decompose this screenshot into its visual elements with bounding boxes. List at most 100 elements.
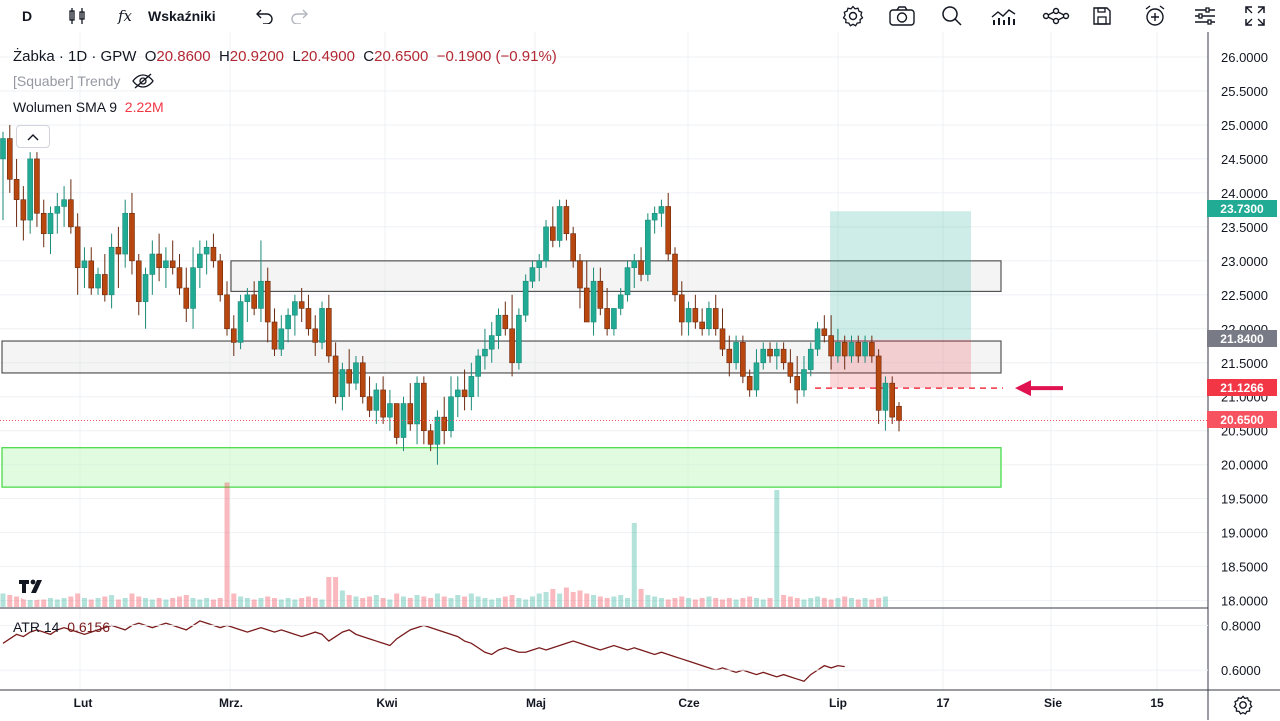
fx-icon[interactable]: fx bbox=[116, 4, 140, 28]
price-tick-label: 25.0000 bbox=[1221, 118, 1268, 133]
candle-body bbox=[767, 348, 773, 357]
volume-bar bbox=[455, 595, 461, 607]
candle-body bbox=[740, 342, 746, 377]
chart-canvas[interactable]: 0.8000 0.6000 26.0000 25.5000 25.0000 24.5000… bbox=[0, 32, 1280, 720]
candle-body bbox=[156, 253, 162, 268]
candle-body bbox=[638, 260, 644, 275]
candle-body bbox=[102, 274, 108, 296]
network-icon[interactable] bbox=[1042, 4, 1070, 28]
candle-body bbox=[81, 260, 88, 268]
volume-bar bbox=[570, 592, 576, 607]
sliders-icon[interactable] bbox=[1192, 4, 1218, 28]
candle-body bbox=[787, 362, 794, 377]
close-label: C bbox=[363, 48, 375, 65]
volume-bar bbox=[774, 490, 780, 607]
fullscreen-icon[interactable] bbox=[1242, 4, 1268, 28]
volume-bar bbox=[787, 596, 793, 607]
volume-bar bbox=[109, 595, 115, 607]
volume-bar bbox=[713, 598, 719, 607]
candles-icon[interactable] bbox=[64, 4, 90, 28]
volume-bar bbox=[550, 589, 556, 607]
volume-bar bbox=[760, 599, 766, 607]
time-tick-label: Lut bbox=[74, 696, 93, 710]
change-value: −0.1900 (−0.91%) bbox=[436, 48, 557, 65]
volume-bar bbox=[543, 592, 549, 607]
volume-bar bbox=[781, 595, 787, 607]
volume-bar bbox=[265, 596, 271, 607]
top-toolbar: D fx Wskaźniki bbox=[0, 0, 1280, 32]
symbol-title[interactable]: Żabka · 1D · GPW bbox=[13, 48, 137, 65]
atr-value: 0.6156 bbox=[67, 619, 111, 635]
arrow-head bbox=[1015, 380, 1031, 397]
candle-body bbox=[692, 308, 699, 323]
candle-body bbox=[726, 348, 733, 364]
undo-icon[interactable] bbox=[253, 4, 275, 28]
target-price-tag: 23.7300 bbox=[1207, 200, 1277, 217]
volume-bar bbox=[14, 596, 20, 607]
chart-settings-icon[interactable] bbox=[1232, 694, 1254, 716]
volume-bar bbox=[502, 596, 508, 607]
candle-body bbox=[468, 376, 475, 398]
chart-icon[interactable] bbox=[990, 4, 1018, 28]
search-icon[interactable] bbox=[940, 4, 964, 28]
save-icon[interactable] bbox=[1090, 4, 1114, 28]
hidden-eye-icon[interactable] bbox=[132, 73, 154, 92]
candle-body bbox=[421, 382, 427, 432]
candle-body bbox=[61, 199, 67, 207]
volume-bar bbox=[7, 595, 13, 607]
high-value: 20.9200 bbox=[229, 48, 285, 65]
settings-icon[interactable] bbox=[840, 4, 866, 28]
volume-bar bbox=[652, 596, 658, 607]
candle-body bbox=[203, 246, 210, 255]
candle-body bbox=[230, 328, 237, 343]
tradingview-logo[interactable] bbox=[14, 572, 50, 600]
candle-body bbox=[488, 335, 495, 350]
volume-bar bbox=[747, 596, 753, 607]
volume-label[interactable]: Wolumen SMA 9 bbox=[13, 99, 118, 115]
volume-bar bbox=[808, 598, 814, 607]
volume-bar bbox=[102, 596, 108, 607]
candle-body bbox=[841, 342, 848, 357]
volume-bar bbox=[597, 596, 603, 607]
candle-body bbox=[672, 253, 678, 296]
alert-icon[interactable] bbox=[1142, 4, 1168, 28]
volume-bar bbox=[489, 599, 495, 607]
price-tick-label: 23.5000 bbox=[1221, 220, 1268, 235]
volume-bar bbox=[163, 599, 169, 607]
candle-body bbox=[68, 199, 74, 228]
volume-legend: Wolumen SMA 9 2.22M bbox=[13, 99, 164, 115]
volume-bar bbox=[428, 598, 434, 607]
camera-icon[interactable] bbox=[888, 4, 916, 28]
candle-body bbox=[706, 308, 712, 330]
interval-button[interactable]: D bbox=[21, 8, 33, 24]
open-label: O bbox=[144, 48, 157, 65]
volume-bar bbox=[129, 593, 135, 607]
volume-bar bbox=[753, 598, 759, 607]
volume-bar bbox=[61, 598, 67, 607]
collapse-legend-button[interactable] bbox=[16, 125, 50, 148]
candle-body bbox=[563, 206, 570, 234]
indicator-name[interactable]: [Squaber] Trendy bbox=[13, 73, 121, 90]
candle-body bbox=[753, 362, 760, 391]
volume-bar bbox=[828, 599, 834, 607]
time-tick-label: Lip bbox=[829, 696, 847, 710]
candle-body bbox=[719, 328, 726, 350]
volume-bar bbox=[400, 596, 406, 607]
volume-bar bbox=[27, 595, 33, 607]
candle-body bbox=[624, 267, 631, 296]
volume-bar bbox=[394, 593, 400, 607]
atr-label[interactable]: ATR 14 bbox=[13, 619, 60, 635]
candle-body bbox=[88, 260, 95, 289]
candle-body bbox=[190, 267, 196, 309]
candle-body bbox=[617, 294, 624, 309]
candle-body bbox=[746, 376, 753, 391]
volume-bar bbox=[346, 595, 352, 607]
volume-bar bbox=[645, 595, 651, 607]
open-value: 20.8600 bbox=[156, 48, 211, 65]
volume-bar bbox=[462, 596, 468, 607]
candle-body bbox=[264, 280, 271, 323]
redo-icon[interactable] bbox=[289, 4, 311, 28]
indicators-button[interactable]: Wskaźniki bbox=[148, 8, 216, 24]
indicator-legend: [Squaber] Trendy bbox=[13, 73, 154, 92]
candle-body bbox=[875, 355, 882, 411]
